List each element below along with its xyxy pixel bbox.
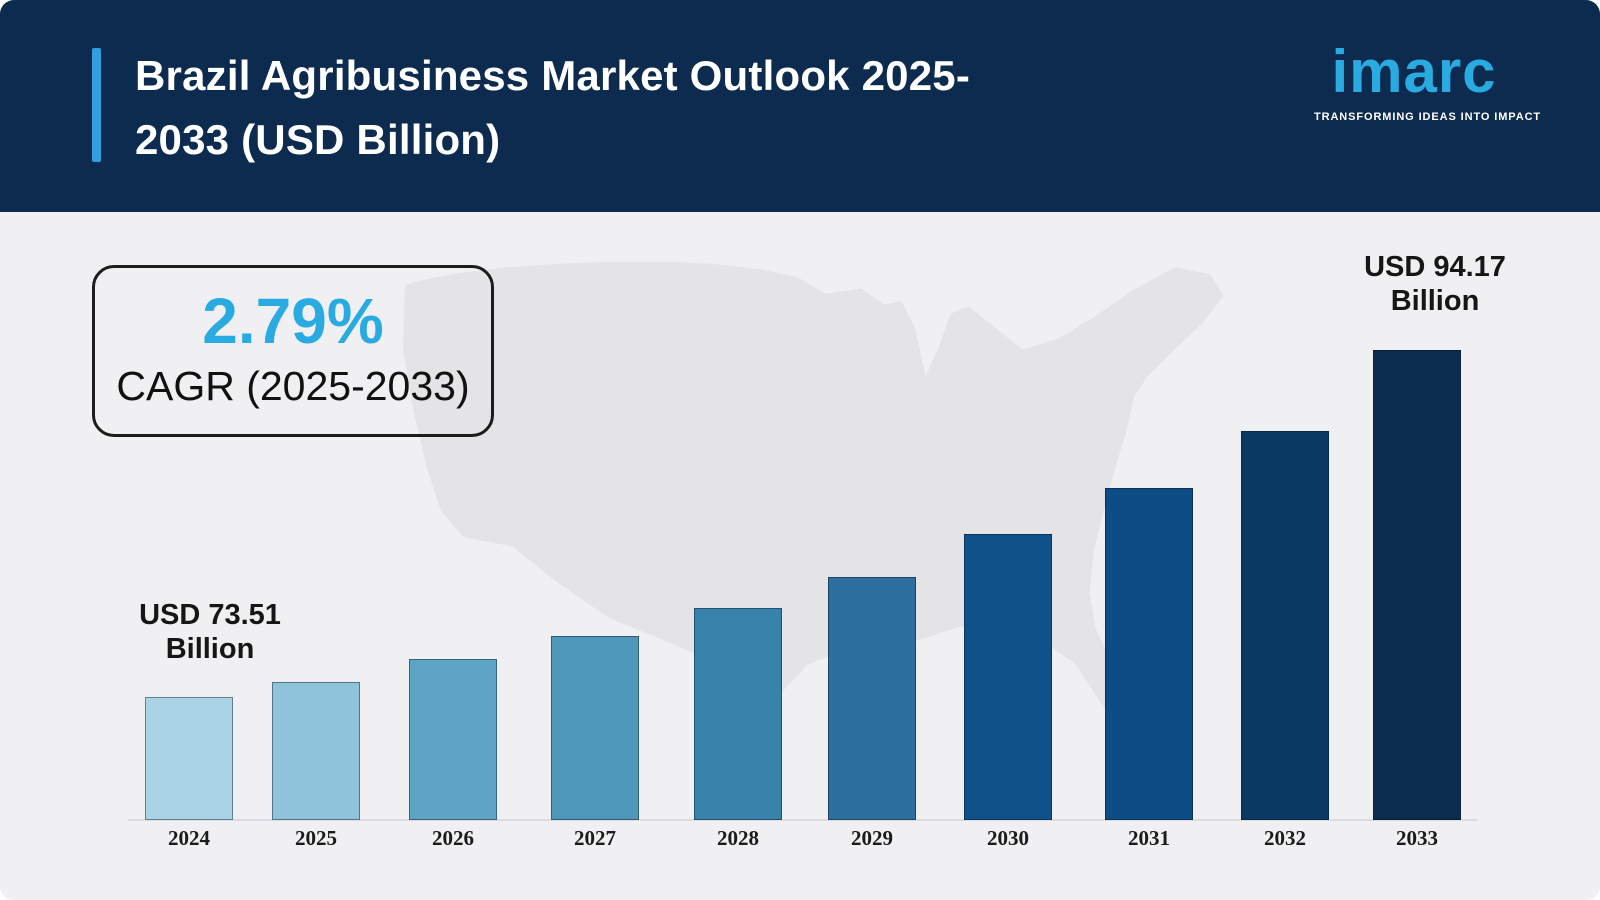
bar-2025	[272, 682, 360, 820]
bar-2026	[409, 659, 497, 820]
x-tick-2025: 2025	[295, 826, 337, 850]
header: Brazil Agribusiness Market Outlook 2025-…	[0, 0, 1600, 212]
last-bar-value-label: USD 94.17 Billion	[1310, 250, 1560, 318]
x-tick-2028: 2028	[717, 826, 759, 850]
first-bar-value-line1: USD 73.51	[139, 599, 281, 631]
cagr-label: CAGR (2025-2033)	[116, 363, 470, 409]
imarc-logo-wordmark: imarc	[1331, 38, 1497, 105]
cagr-value: 2.79%	[202, 285, 384, 357]
x-tick-2031: 2031	[1128, 826, 1170, 850]
imarc-logo: imarc TRANSFORMING IDEAS INTO IMPACT	[1314, 38, 1542, 124]
bar-2031	[1105, 488, 1193, 820]
x-tick-2027: 2027	[574, 826, 616, 850]
x-tick-2033: 2033	[1396, 826, 1438, 850]
bar-2032	[1241, 431, 1329, 820]
first-bar-value-line2: Billion	[165, 633, 255, 665]
page-title-line2: 2033 (USD Billion)	[135, 116, 501, 163]
x-tick-2026: 2026	[432, 826, 474, 850]
title-accent-bar	[92, 48, 101, 162]
page-title: Brazil Agribusiness Market Outlook 2025-…	[135, 44, 1135, 172]
bar-2030	[964, 534, 1052, 820]
bar-2029	[828, 577, 916, 820]
x-tick-2024: 2024	[168, 826, 210, 850]
page-title-line1: Brazil Agribusiness Market Outlook 2025-	[135, 52, 971, 99]
bar-2024	[145, 697, 233, 820]
last-bar-value-line2: Billion	[1390, 285, 1480, 317]
cagr-card: 2.79% CAGR (2025-2033)	[92, 265, 494, 437]
bar-2033	[1373, 350, 1461, 820]
bar-2028	[694, 608, 782, 820]
last-bar-value-line1: USD 94.17	[1364, 251, 1506, 283]
imarc-logo-tagline: TRANSFORMING IDEAS INTO IMPACT	[1314, 111, 1542, 123]
chart-area: 2.79% CAGR (2025-2033) USD 73.51 Billion…	[0, 212, 1600, 900]
bar-2027	[551, 636, 639, 820]
x-tick-2032: 2032	[1264, 826, 1306, 850]
x-axis-baseline	[128, 819, 1478, 821]
x-tick-2030: 2030	[987, 826, 1029, 850]
x-tick-2029: 2029	[851, 826, 893, 850]
first-bar-value-label: USD 73.51 Billion	[85, 598, 335, 666]
